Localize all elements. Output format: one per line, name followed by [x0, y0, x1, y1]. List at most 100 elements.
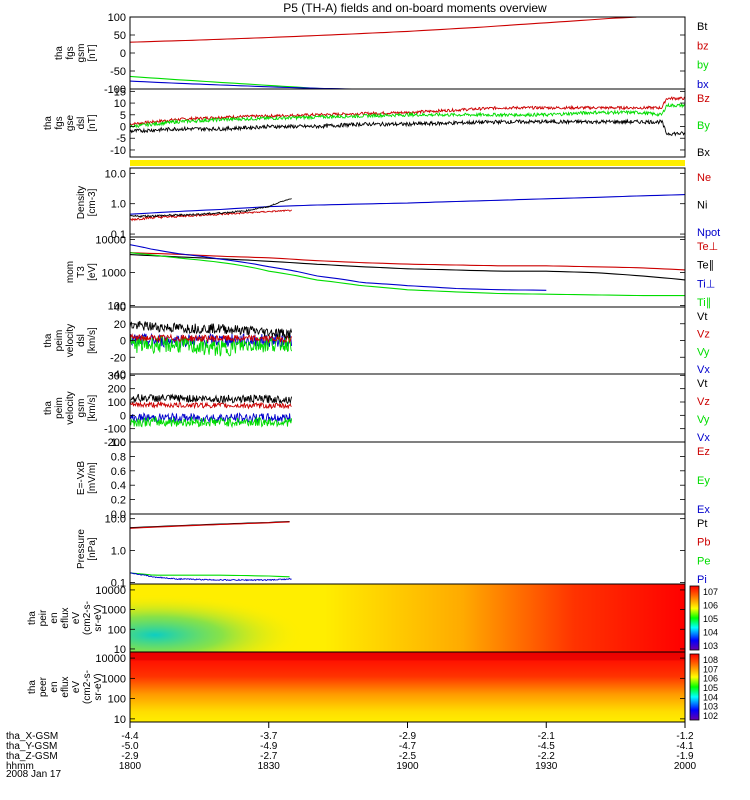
ylabel-line: eflux [60, 607, 71, 628]
y-tick-label: -20 [110, 352, 126, 364]
ylabel-line: eV [71, 612, 82, 625]
series-Vy [129, 415, 293, 429]
footer-value: 1930 [535, 761, 558, 772]
colorbar-tick: 104 [703, 628, 718, 638]
panel-fgs-gsm-frame [129, 16, 686, 90]
legend-Npot: Npot [697, 227, 720, 239]
ylabel-line: gse [65, 115, 76, 132]
ylabel-line: eV [71, 681, 82, 694]
ylabel-line: tha [27, 680, 38, 694]
y-tick-label: 0.8 [111, 451, 126, 463]
legend-Te⊥: Te⊥ [697, 241, 718, 253]
y-tick-label: -5 [116, 133, 126, 145]
footer-value: 1800 [119, 761, 142, 772]
panel-temperature: 10000 1000 100 mom T3 [eV] Te⊥ Te∥ Ti⊥ Ti∥ [65, 235, 718, 313]
legend-Ti∥: Ti∥ [697, 297, 711, 309]
y-tick-label: -100 [104, 424, 126, 436]
panel-fgs-dsl-ylabel: tha fgs gse dsl [nT] [43, 114, 98, 131]
legend-Te∥: Te∥ [697, 260, 714, 272]
y-tick-label: 50 [114, 30, 126, 42]
footer-value: -2.9 [121, 751, 139, 762]
footer-value: 1830 [258, 761, 281, 772]
footer-value: -1.9 [676, 751, 694, 762]
colorbar-tick: 105 [703, 614, 718, 624]
y-tick-label: 10 [114, 714, 126, 726]
ylabel-line: mom [65, 261, 76, 283]
series-Ni [129, 198, 292, 218]
panel-efield-frame [129, 441, 686, 515]
footer-row-label: tha_Y-GSM [6, 741, 57, 752]
y-tick-label: 0.4 [111, 480, 126, 492]
y-tick-label: -100 [104, 84, 126, 96]
y-tick-label: 100 [108, 694, 126, 706]
legend-Ez: Ez [697, 446, 710, 458]
y-tick-label: 15 [114, 86, 126, 98]
y-tick-label: 100 [108, 12, 126, 24]
y-tick-label: 10 [114, 644, 126, 656]
footer-value: -4.9 [260, 741, 278, 752]
legend-Pb: Pb [697, 537, 710, 549]
ylabel-line: tha [43, 333, 54, 347]
y-tick-label: 1000 [102, 673, 126, 685]
ylabel-line: eflux [60, 676, 71, 697]
ylabel-line: peim [54, 397, 65, 419]
ylabel-line: sr-eV) [93, 673, 104, 700]
legend-By: By [697, 120, 710, 132]
colorbar-tick: 106 [703, 674, 718, 684]
series-Pe [129, 572, 290, 578]
ylabel-line: tha [43, 116, 54, 130]
footer-value: -5.0 [121, 741, 139, 752]
ylabel-line: dsl [76, 334, 87, 347]
legend-Vt: Vt [697, 311, 707, 323]
fgs-quality-flag-bar [130, 160, 685, 166]
colorbar-tick: 106 [703, 601, 718, 611]
y-tick-label: 0.1 [111, 229, 126, 241]
y-tick-label: -10 [110, 145, 126, 157]
footer-value: -4.7 [399, 741, 417, 752]
panel-pressure: 10.0 1.0 0.1 Pressure [nPa] Pt Pb Pe Pi [76, 513, 710, 590]
legend-Ne: Ne [697, 172, 711, 184]
y-tick-label: 0 [120, 336, 126, 348]
colorbar-tick: 103 [703, 641, 718, 651]
ylabel-line: en [49, 681, 60, 692]
y-tick-label: 10 [114, 98, 126, 110]
ylabel-line: Pressure [76, 529, 87, 569]
y-tick-label: 100 [108, 300, 126, 312]
y-tick-label: 40 [114, 302, 126, 314]
ylabel-line: gsm [76, 399, 87, 418]
ylabel-line: en [49, 612, 60, 623]
footer-row-label: tha_Z-GSM [6, 751, 58, 762]
y-tick-label: -40 [110, 369, 126, 381]
colorbar-tick: 107 [703, 587, 718, 597]
series-Ti⊥ [129, 244, 547, 291]
panel-efield-legend: Ez Ey Ex [697, 446, 710, 516]
ylabel-line: peim [54, 330, 65, 352]
panel-fgs-dsl-legend: Bz By Bx [697, 93, 710, 159]
panel-temperature-ylabel: mom T3 [eV] [65, 261, 98, 283]
panel-velocity-dsl-ylabel: tha peim velocity dsl [km/s] [43, 324, 98, 357]
colorbar-tick: 103 [703, 702, 718, 712]
y-tick-label: 10.0 [105, 168, 126, 180]
ylabel-line: peer [38, 676, 49, 697]
ylabel-line: sr-eV) [93, 604, 104, 631]
ylabel-line: E=-VxB [76, 461, 87, 496]
panel-peir-spectrogram: 107 106 105 104 103 10000 1000 100 10 tha peir en ef… [27, 583, 718, 656]
ylabel-line: [nT] [87, 44, 98, 61]
legend-Bx: Bx [697, 147, 710, 159]
footer-value: -2.2 [538, 751, 556, 762]
footer-row-label: hhmm [6, 761, 34, 772]
legend-Bt: Bt [697, 21, 707, 33]
legend-Pe: Pe [697, 555, 710, 567]
legend-bx: bx [697, 79, 709, 91]
legend-Vy: Vy [697, 346, 710, 358]
peir-spectrogram-lowflux [130, 584, 380, 652]
ylabel-line: tha [54, 46, 65, 60]
colorbar-tick: 107 [703, 664, 718, 674]
panel-velocity-dsl-legend: Vt Vz Vy Vx [697, 311, 710, 376]
panel-pressure-ylabel: Pressure [nPa] [76, 529, 98, 569]
